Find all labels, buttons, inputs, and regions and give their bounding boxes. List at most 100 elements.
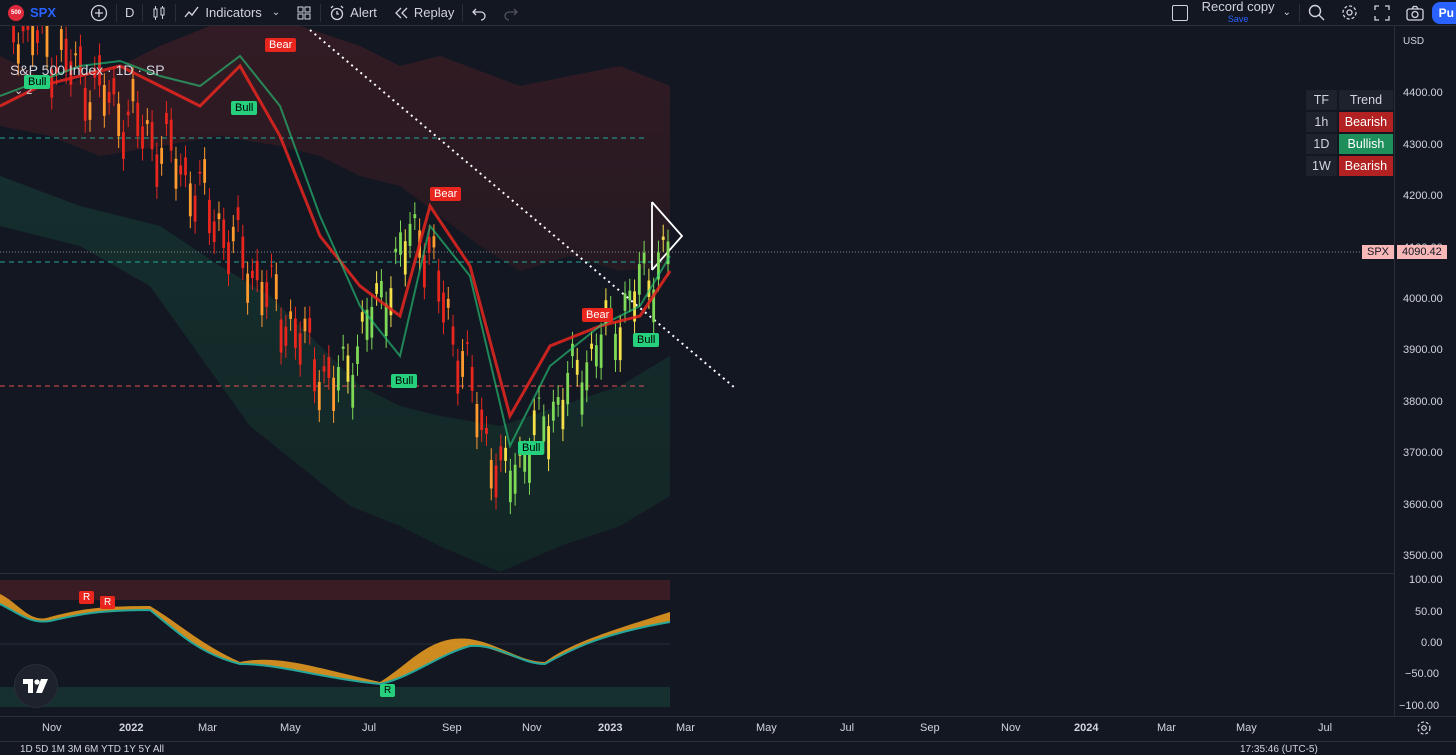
candle-body: [150, 122, 154, 150]
candle-body: [523, 452, 527, 472]
candle-body: [298, 333, 302, 365]
clock-label[interactable]: 17:35:46 (UTC-5): [1240, 744, 1318, 755]
chart-legend-title[interactable]: S&P 500 Index · 1D · SP: [10, 62, 165, 78]
undo-button[interactable]: [463, 0, 495, 25]
replay-button[interactable]: Replay: [385, 0, 462, 25]
symbol-search-button[interactable]: 500 SPX: [0, 0, 64, 25]
candle-body: [174, 158, 178, 189]
bull-signal-label: Bull: [518, 441, 545, 455]
candle-body: [389, 288, 393, 316]
candle-body: [222, 219, 226, 248]
candle-body: [322, 366, 326, 372]
candle-body: [475, 404, 479, 438]
trend-table-tf: 1W: [1306, 156, 1337, 176]
indicators-icon: [184, 6, 199, 17]
candle-body: [74, 53, 78, 56]
trend-table-header-tf: TF: [1306, 90, 1337, 110]
candle-body: [623, 293, 627, 311]
bull-signal-label: Bull: [231, 101, 258, 115]
time-tick: Jul: [362, 722, 377, 734]
trend-table-tf: 1h: [1306, 112, 1337, 132]
candle-body: [547, 426, 550, 460]
search-button[interactable]: [1300, 0, 1333, 25]
candle-body: [427, 236, 431, 253]
candle-body: [618, 327, 622, 361]
record-copy-button[interactable]: Record copy Save ⌄: [1164, 0, 1299, 25]
candle-body: [528, 449, 531, 483]
indicators-button[interactable]: Indicators ⌄: [176, 0, 288, 25]
candle-body: [508, 470, 512, 503]
replay-icon: [394, 7, 408, 18]
divider: [175, 3, 177, 22]
candle-body: [442, 292, 445, 323]
snapshot-button[interactable]: [1398, 0, 1432, 25]
candle-body: [145, 120, 149, 124]
candle-body: [289, 311, 293, 319]
fullscreen-button[interactable]: [1366, 0, 1398, 25]
candle-body: [551, 401, 555, 421]
interval-button[interactable]: D: [125, 5, 135, 20]
candle-body: [422, 255, 426, 288]
r-signal-label: R: [380, 684, 396, 697]
candle-body: [208, 199, 211, 234]
candle-body: [633, 291, 636, 322]
main-chart-pane[interactable]: S&P 500 Index · 1D · SP ⌄ 2 Bull Bull Be…: [0, 0, 1394, 572]
oscillator-svg: [0, 580, 671, 707]
price-tick: 3600.00: [1403, 499, 1443, 511]
candle-body: [255, 260, 259, 281]
candle-body: [446, 298, 450, 308]
candle-body: [580, 382, 584, 415]
redo-button[interactable]: [495, 0, 527, 25]
candle-body: [637, 264, 641, 295]
candle-body: [642, 252, 646, 264]
tradingview-logo[interactable]: [14, 664, 58, 708]
osc-tick: 0.00: [1421, 637, 1443, 649]
gear-icon[interactable]: [1416, 720, 1432, 736]
osc-tick: 100.00: [1409, 574, 1443, 586]
candle-body: [260, 282, 264, 316]
settings-button[interactable]: [1333, 0, 1366, 25]
chart-type-button[interactable]: [143, 0, 175, 25]
candle-body: [88, 102, 92, 120]
time-tick: 2022: [119, 722, 144, 734]
candle-body: [274, 274, 278, 300]
candle-body: [432, 236, 436, 248]
candle-body: [284, 326, 288, 346]
oscillator-pane[interactable]: R R R: [0, 573, 1394, 716]
candle-body: [413, 214, 417, 219]
candle-body: [179, 165, 183, 175]
trend-table-header-trend: Trend: [1338, 90, 1394, 110]
oscillator-line: [0, 603, 671, 686]
record-copy-text: Record copy Save: [1202, 0, 1275, 25]
candle-body: [561, 399, 565, 430]
time-tick: Nov: [1001, 722, 1021, 734]
candle-body: [265, 282, 269, 308]
candle-body: [403, 241, 407, 275]
candle-body: [652, 289, 656, 323]
candle-body: [217, 213, 221, 220]
publish-button[interactable]: Pu: [1432, 1, 1456, 24]
compare-button[interactable]: [82, 0, 116, 25]
chevron-down-icon[interactable]: ⌄: [1282, 7, 1291, 18]
timeframe-buttons[interactable]: 1D 5D 1M 3M 6M YTD 1Y 5Y All: [20, 744, 164, 755]
candle-body: [628, 290, 632, 301]
price-tick: 3800.00: [1403, 396, 1443, 408]
candle-body: [16, 44, 20, 64]
candle-body: [102, 85, 106, 116]
price-chart-svg: [0, 0, 1394, 572]
candle-body: [136, 102, 140, 137]
candle-body: [107, 91, 111, 103]
candle-body: [599, 334, 603, 368]
r-signal-label: R: [79, 591, 95, 604]
candle-body: [31, 23, 35, 56]
time-axis[interactable]: Nov 2022 Mar May Jul Sep Nov 2023 Mar Ma…: [0, 716, 1456, 741]
layout-button[interactable]: [288, 0, 320, 25]
candle-body: [346, 355, 350, 382]
fullscreen-icon: [1374, 4, 1390, 21]
alert-button[interactable]: Alert: [321, 0, 385, 25]
layout-grid-icon: [297, 6, 311, 19]
currency-label[interactable]: USD: [1403, 36, 1425, 47]
price-axis[interactable]: USD 4400.00 4300.00 4200.00 4100.00 4000…: [1394, 26, 1456, 716]
divider: [320, 3, 322, 22]
checkbox-icon[interactable]: [1171, 4, 1188, 21]
